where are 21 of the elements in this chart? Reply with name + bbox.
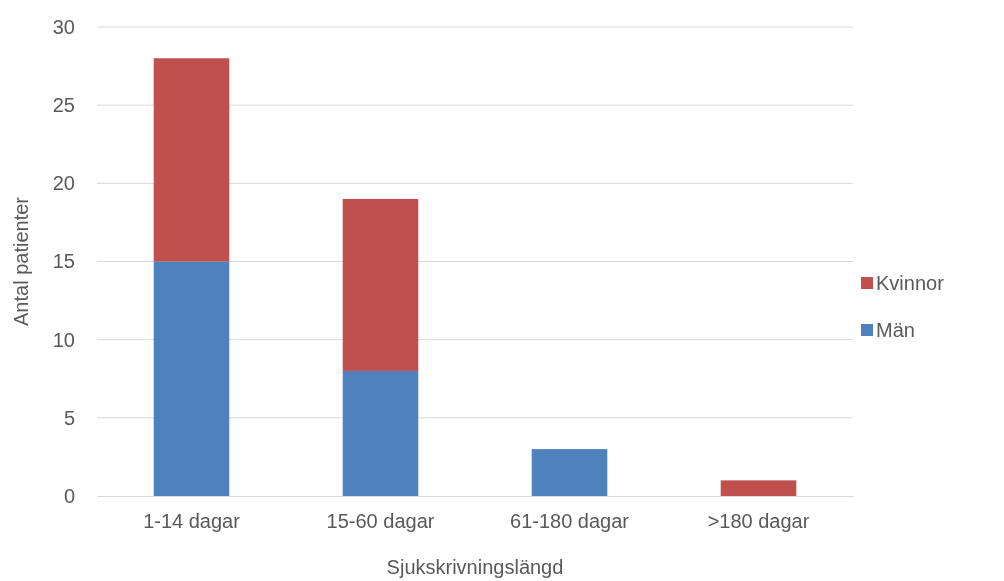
- y-axis-title: Antal patienter: [10, 196, 32, 326]
- bar: [153, 261, 230, 496]
- x-tick-label: >180 dagar: [707, 510, 810, 533]
- bar: [342, 370, 419, 496]
- y-tick-label: 10: [52, 328, 75, 351]
- x-axis-title: Sjukskrivningslängd: [386, 556, 564, 578]
- x-tick-label: 1-14 dagar: [143, 510, 241, 533]
- y-tick-label: 20: [52, 172, 75, 195]
- y-tick-label: 5: [63, 406, 75, 429]
- y-tick-label: 15: [52, 250, 75, 273]
- y-tick-label: 30: [52, 15, 75, 38]
- bar: [531, 449, 608, 496]
- x-tick-label: 15-60 dagar: [326, 510, 435, 533]
- legend-label: Män: [876, 319, 915, 341]
- y-tick-label: 25: [52, 94, 75, 117]
- x-tick-label: 61-180 dagar: [510, 510, 630, 533]
- bar: [342, 198, 419, 371]
- y-tick-label: 0: [63, 484, 75, 507]
- legend-label: Kvinnor: [876, 272, 945, 294]
- bar: [720, 480, 797, 496]
- bar: [153, 58, 230, 262]
